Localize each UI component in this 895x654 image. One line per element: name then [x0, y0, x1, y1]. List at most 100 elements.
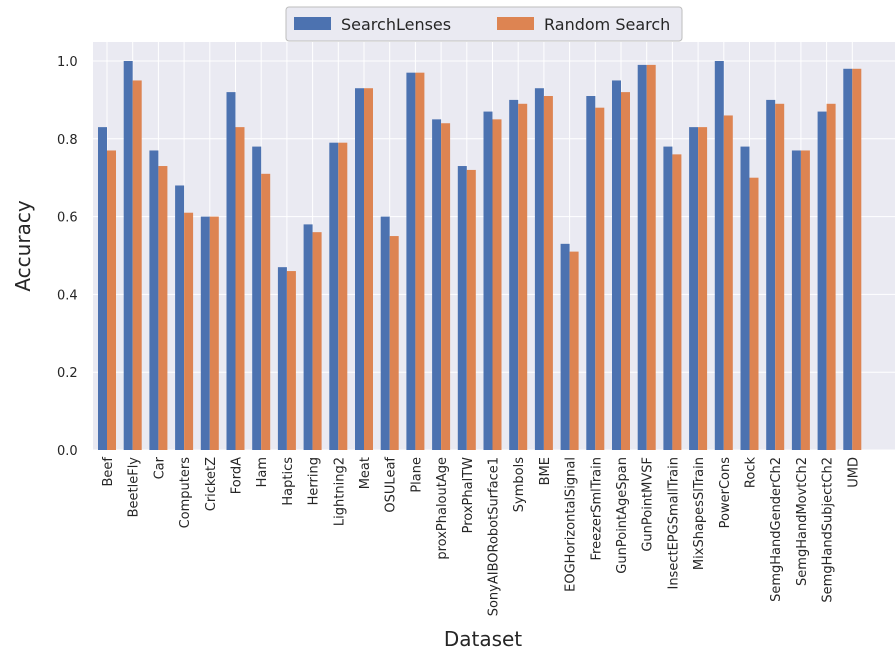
- x-tick-label-computers: Computers: [178, 457, 193, 529]
- x-tick-label-symbols: Symbols: [512, 457, 527, 512]
- bar-searchlenses-osuleaf: [380, 216, 390, 450]
- bar-random-search-lightning2: [338, 142, 348, 450]
- x-tick-label-lightning2: Lightning2: [332, 457, 347, 526]
- bar-random-search-semghandgenderch2: [775, 103, 785, 450]
- x-tick-label-sonyaiborobotsurface1: SonyAIBORobotSurface1: [487, 457, 502, 616]
- bar-random-search-semghandsubjectch2: [826, 103, 836, 450]
- bar-searchlenses-computers: [175, 185, 185, 451]
- bar-random-search-forda: [235, 127, 245, 450]
- y-tick-label: 0.4: [57, 288, 78, 303]
- bar-random-search-car: [158, 166, 168, 450]
- bar-searchlenses-beef: [98, 127, 107, 450]
- bar-random-search-beef: [107, 150, 116, 450]
- x-tick-labels: Beef BeetleFly Car Computers CricketZ FordA Ha…: [101, 456, 861, 616]
- x-axis-title: Dataset: [444, 627, 522, 651]
- bar-searchlenses-gunpointmvsf: [637, 64, 647, 450]
- bar-random-search-gunpointagespan: [621, 92, 630, 451]
- legend-swatch-searchlenses: [294, 17, 331, 30]
- bar-searchlenses-ham: [252, 146, 262, 450]
- bar-searchlenses-lightning2: [329, 142, 339, 450]
- bar-random-search-powercons: [723, 115, 733, 451]
- y-tick-label: 1.0: [57, 55, 78, 70]
- bar-random-search-computers: [184, 212, 194, 450]
- legend-frame: [285, 6, 683, 42]
- bar-searchlenses-freezersmltrain: [586, 96, 596, 450]
- bar-random-search-plane: [415, 72, 425, 451]
- x-tick-label-powercons: PowerCons: [718, 457, 733, 529]
- x-tick-label-meat: Meat: [358, 457, 373, 489]
- bar-random-search-eoghorizontalsignal: [569, 251, 579, 450]
- x-tick-label-semghandgenderch2: SemgHandGenderCh2: [769, 457, 784, 602]
- x-tick-label-car: Car: [152, 456, 167, 479]
- x-tick-label-proxphaltw: ProxPhalTW: [461, 457, 476, 534]
- bar-searchlenses-meat: [355, 88, 364, 450]
- y-tick-labels: 0.0 0.2 0.4 0.6 0.8 1.0: [57, 55, 78, 459]
- x-tick-label-bme: BME: [538, 457, 553, 485]
- bar-random-search-insectepgsmalltrain: [672, 154, 682, 451]
- x-tick-label-semghandmovtch2: SemgHandMovtCh2: [795, 457, 810, 586]
- x-tick-label-ham: Ham: [255, 457, 270, 487]
- bar-searchlenses-mixshapessltrain: [689, 127, 699, 450]
- bar-random-search-herring: [312, 232, 322, 450]
- bar-searchlenses-forda: [226, 92, 236, 451]
- x-tick-label-eoghorizontalsignal: EOGHorizontalSignal: [564, 457, 579, 592]
- y-tick-label: 0.6: [57, 211, 78, 226]
- y-tick-label: 0.2: [57, 366, 78, 381]
- bar-searchlenses-rock: [740, 146, 750, 450]
- legend-label-searchlenses: SearchLenses: [341, 15, 451, 34]
- y-axis-title: Accuracy: [11, 200, 35, 291]
- bar-searchlenses-bme: [534, 88, 544, 450]
- bar-searchlenses-proxphaloutage: [432, 119, 442, 450]
- bar-searchlenses-powercons: [714, 61, 724, 450]
- bar-random-search-proxphaloutage: [441, 123, 451, 451]
- x-tick-label-beef: Beef: [101, 457, 116, 487]
- bar-searchlenses-car: [149, 150, 159, 450]
- bar-random-search-freezersmltrain: [595, 107, 605, 451]
- x-tick-label-cricketz: CricketZ: [204, 457, 219, 511]
- legend-swatch-random-search: [497, 17, 534, 30]
- bar-random-search-symbols: [518, 103, 528, 450]
- x-tick-label-herring: Herring: [307, 457, 322, 505]
- x-tick-label-insectepgsmalltrain: InsectEPGSmallTrain: [666, 457, 681, 590]
- x-tick-label-gunpointagespan: GunPointAgeSpan: [615, 457, 630, 574]
- bar-random-search-proxphaltw: [466, 169, 476, 451]
- x-tick-label-proxphaloutage: proxPhaloutAge: [435, 457, 450, 560]
- x-tick-label-umd: UMD: [846, 457, 861, 488]
- x-tick-label-gunpointmvsf: GunPointMVSF: [641, 457, 656, 552]
- y-tick-label: 0.8: [57, 133, 78, 148]
- bar-searchlenses-eoghorizontalsignal: [560, 243, 570, 450]
- x-tick-label-forda: FordA: [230, 457, 245, 494]
- bar-searchlenses-umd: [843, 68, 853, 450]
- bar-searchlenses-semghandgenderch2: [766, 99, 776, 451]
- x-tick-label-plane: Plane: [409, 457, 424, 493]
- bars: [98, 61, 862, 451]
- bar-random-search-umd: [852, 68, 862, 450]
- bar-random-search-mixshapessltrain: [698, 127, 708, 450]
- bar-random-search-osuleaf: [389, 236, 399, 450]
- x-tick-label-mixshapessltrain: MixShapesSlTrain: [692, 457, 707, 570]
- legend-label-random-search: Random Search: [544, 15, 670, 34]
- bar-random-search-meat: [364, 88, 373, 450]
- bar-random-search-gunpointmvsf: [646, 64, 656, 450]
- bar-random-search-ham: [261, 173, 271, 450]
- bar-searchlenses-semghandsubjectch2: [817, 111, 827, 450]
- bar-random-search-bme: [543, 96, 553, 450]
- bar-searchlenses-cricketz: [200, 216, 210, 450]
- bar-searchlenses-beetlefly: [123, 61, 133, 450]
- bar-searchlenses-haptics: [277, 267, 287, 450]
- bar-searchlenses-symbols: [509, 99, 519, 451]
- x-tick-label-freezersmltrain: FreezerSmlTrain: [589, 457, 604, 560]
- bar-searchlenses-sonyaiborobotsurface1: [483, 111, 493, 450]
- bar-searchlenses-semghandmovtch2: [791, 150, 801, 450]
- x-tick-label-osuleaf: OSULeaf: [384, 457, 399, 513]
- bar-random-search-sonyaiborobotsurface1: [492, 119, 502, 450]
- x-tick-label-beetlefly: BeetleFly: [127, 457, 142, 518]
- bar-searchlenses-gunpointagespan: [612, 80, 621, 450]
- bar-random-search-beetlefly: [132, 80, 142, 450]
- bar-searchlenses-insectepgsmalltrain: [663, 146, 673, 450]
- bar-searchlenses-herring: [303, 224, 313, 450]
- bar-random-search-haptics: [286, 271, 296, 450]
- bar-searchlenses-plane: [406, 72, 416, 451]
- x-tick-label-rock: Rock: [744, 457, 759, 489]
